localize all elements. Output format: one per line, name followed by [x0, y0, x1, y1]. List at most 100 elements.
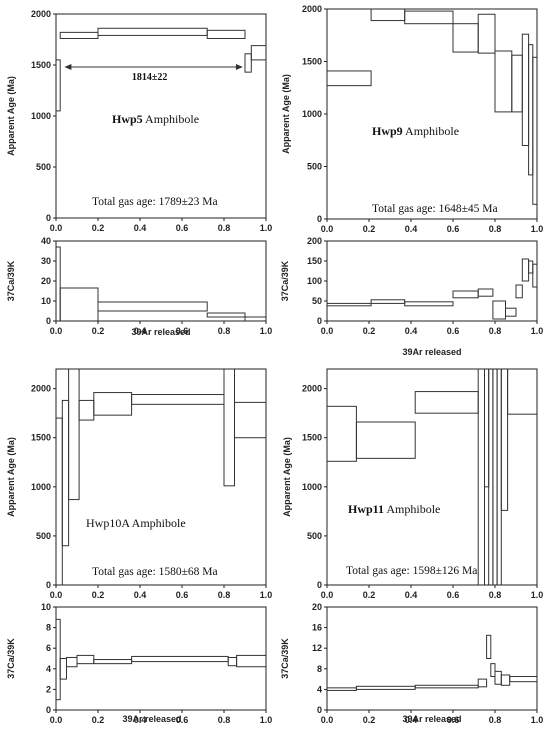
ratio-axis-label: 37Ca/39K [6, 638, 16, 679]
y-tick-label: 20 [41, 276, 51, 286]
y-tick-label: 4 [317, 684, 322, 694]
chart-hwp11: Apparent Age (Ma) 37Ca/39K 39Ar released Hw… [280, 437, 477, 724]
ratio-axis-label: 37Ca/39K [6, 260, 16, 301]
age-step-0 [55, 417, 63, 586]
y-tick-label: 500 [307, 162, 322, 172]
age-step-4 [93, 392, 133, 416]
x-tick-label: 1.0 [260, 326, 273, 336]
x-tick-label: 0.6 [447, 715, 460, 725]
ratio-step-5 [492, 300, 506, 320]
ratio-step-0 [55, 246, 61, 322]
age-step-3 [206, 29, 246, 39]
x-tick-label: 0.0 [321, 224, 334, 234]
plateau-age-label: 1814±22 [132, 72, 168, 83]
ratio-step-2 [66, 656, 78, 668]
age-step-6 [223, 368, 235, 487]
ratio-axis-label: 37Ca/39K [280, 638, 290, 679]
y-tick-label: 2000 [302, 4, 322, 14]
ratio-step-3 [206, 312, 246, 318]
age-step-5 [488, 368, 494, 586]
y-tick-label: 50 [312, 296, 322, 306]
y-tick-label: 0 [46, 316, 51, 326]
ratio-step-6 [227, 656, 238, 667]
x-tick-label: 0.6 [176, 223, 189, 233]
x-tick-label: 0.2 [92, 326, 105, 336]
age-step-6 [492, 368, 498, 586]
y-tick-label: 1000 [302, 482, 322, 492]
y-tick-label: 200 [307, 236, 322, 246]
x-tick-label: 0.4 [134, 715, 147, 725]
age-step-2 [404, 10, 454, 25]
age-plot-frame [326, 368, 538, 586]
y-tick-label: 0 [317, 214, 322, 224]
x-tick-label: 0.4 [405, 224, 418, 234]
x-tick-label: 1.0 [260, 590, 273, 600]
y-tick-label: 2000 [31, 9, 51, 19]
x-tick-label: 0.0 [50, 715, 63, 725]
x-tick-label: 1.0 [531, 224, 544, 234]
age-step-5 [250, 45, 267, 61]
age-step-2 [97, 27, 208, 36]
age-step-1 [355, 421, 416, 459]
ratio-step-1 [59, 287, 99, 322]
ratio-step-4 [486, 634, 492, 660]
y-tick-label: 30 [41, 256, 51, 266]
x-tick-label: 0.4 [405, 590, 418, 600]
x-tick-label: 0.0 [321, 715, 334, 725]
y-tick-label: 0 [46, 580, 51, 590]
age-panel-1: 0 500 1000 1500 2000 0.0 0.2 0.4 0.6 0.8 1.0 [302, 4, 543, 234]
y-tick-label: 1500 [31, 60, 51, 70]
y-tick-label: 0 [317, 705, 322, 715]
ratio-step-2 [414, 684, 479, 689]
x-tick-label: 0.8 [218, 715, 231, 725]
ratio-step-7 [236, 654, 267, 668]
chart-hwp9: Apparent Age (Ma) 37Ca/39K 39Ar released Hw… [280, 74, 498, 357]
ratio-plot-frame [55, 240, 267, 322]
y-tick-label: 1000 [31, 111, 51, 121]
ratio-step-1 [370, 299, 406, 304]
age-step-7 [496, 368, 502, 586]
y-tick-label: 1000 [31, 482, 51, 492]
y-tick-label: 500 [36, 531, 51, 541]
y-tick-label: 16 [312, 623, 322, 633]
x-tick-label: 0.0 [50, 590, 63, 600]
x-tick-label: 0.0 [50, 326, 63, 336]
sample-label: Hwp11 Amphibole [348, 502, 440, 516]
ratio-step-6 [505, 307, 517, 317]
ratio-panel-0: 0 10 20 30 40 0.0 0.2 0.4 0.6 0.8 1.0 [41, 236, 272, 336]
age-panel-2: 0 500 1000 1500 2000 0.0 0.2 0.4 0.6 0.8 1.0 [31, 368, 273, 600]
x-tick-label: 0.2 [363, 590, 376, 600]
sample-name: Hwp9 [372, 124, 403, 138]
plateau-arrow-left-head [64, 64, 72, 70]
y-tick-label: 12 [312, 643, 322, 653]
age-step-1 [370, 8, 406, 22]
plateau-arrow-right-head [235, 64, 243, 70]
ratio-panel-2: 0 2 4 6 8 10 0.0 0.2 0.4 0.6 0.8 1.0 [41, 602, 272, 725]
age-step-4 [244, 53, 252, 73]
y-tick-label: 0 [46, 705, 51, 715]
ratio-step-9 [528, 260, 534, 274]
x-tick-label: 0.4 [405, 326, 418, 336]
x-tick-label: 0.2 [92, 715, 105, 725]
y-tick-label: 0 [46, 213, 51, 223]
x-tick-label: 1.0 [260, 223, 273, 233]
age-panel-3: 0 500 1000 1500 2000 0.0 0.2 0.4 0.6 0.8 1.0 [302, 368, 543, 600]
x-tick-label: 0.4 [405, 715, 418, 725]
ratio-step-2 [404, 301, 454, 307]
age-axis-label: Apparent Age (Ma) [6, 76, 16, 156]
x-tick-label: 0.6 [176, 326, 189, 336]
y-tick-label: 40 [41, 236, 51, 246]
sample-mineral: Amphibole [384, 502, 440, 516]
age-plot-frame [326, 8, 538, 220]
x-tick-label: 0.0 [321, 326, 334, 336]
age-axis-label: Apparent Age (Ma) [6, 437, 16, 517]
chart-hwp5: Apparent Age (Ma) 37Ca/39K 39Ar released Hw… [6, 64, 243, 337]
ratio-step-3 [477, 678, 488, 688]
ratio-panel-1: 0 50 100 150 200 0.0 0.2 0.4 0.6 0.8 1.0 [307, 236, 543, 336]
ratio-plot-frame [326, 606, 538, 711]
ratio-step-3 [452, 290, 479, 299]
sample-mineral: Amphibole [143, 112, 199, 126]
x-tick-label: 0.8 [489, 326, 502, 336]
y-tick-label: 1500 [31, 433, 51, 443]
